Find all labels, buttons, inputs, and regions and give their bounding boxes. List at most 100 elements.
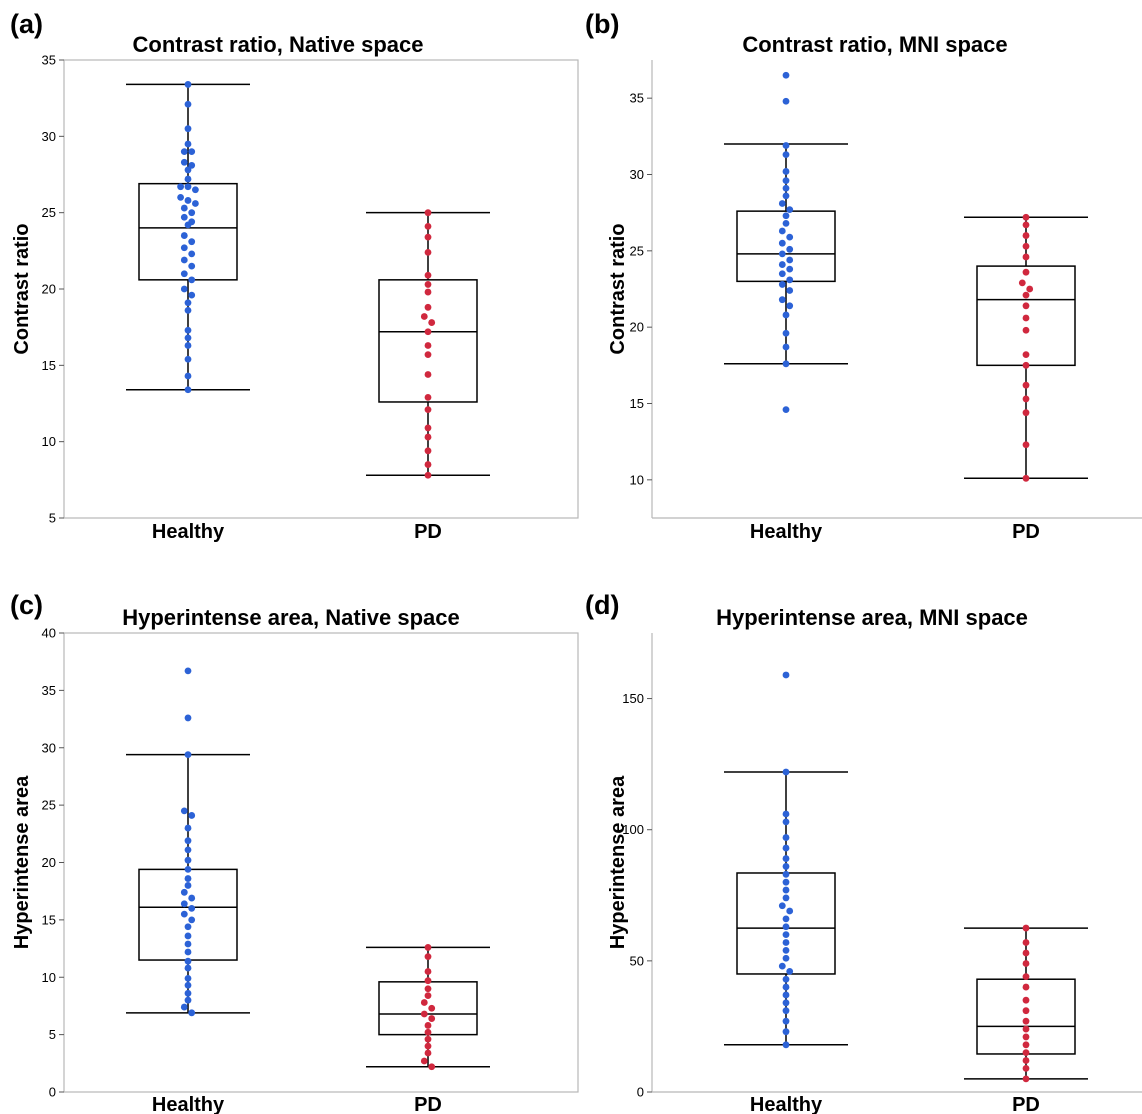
data-point xyxy=(1022,1033,1030,1041)
data-point xyxy=(184,306,192,314)
data-point xyxy=(1022,314,1030,322)
data-point xyxy=(180,888,188,896)
data-point xyxy=(180,148,188,156)
box-pd xyxy=(964,924,1088,1083)
data-point xyxy=(1022,253,1030,261)
box-healthy xyxy=(724,671,848,1049)
data-point xyxy=(1022,1017,1030,1025)
data-point xyxy=(786,206,794,214)
data-point xyxy=(188,262,196,270)
data-point xyxy=(184,714,192,722)
data-point xyxy=(782,768,790,776)
y-tick-label: 40 xyxy=(42,626,56,641)
data-point xyxy=(1022,1075,1030,1083)
data-point xyxy=(180,204,188,212)
data-point xyxy=(1022,939,1030,946)
data-point xyxy=(782,939,790,946)
data-point xyxy=(424,351,432,359)
y-tick-label: 30 xyxy=(42,740,56,755)
data-point xyxy=(782,329,790,337)
data-point xyxy=(782,192,790,200)
data-point xyxy=(782,915,790,923)
data-point xyxy=(424,953,432,960)
data-point xyxy=(188,209,196,217)
data-point xyxy=(778,239,786,247)
data-point xyxy=(184,125,192,133)
data-point xyxy=(786,302,794,310)
data-point xyxy=(180,256,188,264)
data-point xyxy=(180,270,188,278)
panel-d: 0 50 100 150 (d) Hyperintense area, MNI space… xyxy=(585,590,1142,1114)
data-point xyxy=(184,865,192,873)
data-point xyxy=(188,1009,196,1017)
data-point xyxy=(1022,1057,1030,1064)
data-point xyxy=(184,974,192,982)
data-point xyxy=(184,824,192,832)
data-point xyxy=(1022,973,1030,980)
data-point xyxy=(188,905,196,912)
y-tick-label: 0 xyxy=(49,1085,56,1100)
data-point xyxy=(424,223,432,230)
data-point xyxy=(424,209,432,217)
data-point xyxy=(428,1015,436,1022)
data-point xyxy=(424,406,432,414)
data-point xyxy=(420,1010,428,1018)
data-point xyxy=(424,1042,432,1050)
category-label: PD xyxy=(414,1094,442,1114)
data-point xyxy=(184,342,192,349)
data-point xyxy=(1022,1041,1030,1049)
data-point xyxy=(184,100,192,108)
y-tick-label: 20 xyxy=(42,855,56,870)
data-point xyxy=(1022,381,1030,389)
data-point xyxy=(184,197,192,204)
data-point xyxy=(180,285,188,293)
y-tick-label: 30 xyxy=(42,129,56,144)
data-point xyxy=(424,233,432,241)
data-point xyxy=(782,343,790,351)
data-point xyxy=(786,907,794,915)
data-point xyxy=(1022,268,1030,276)
data-point xyxy=(184,837,192,845)
data-point xyxy=(1022,1025,1030,1033)
y-tick-label: 25 xyxy=(630,243,644,258)
data-point xyxy=(180,807,188,815)
panel-b: 10 15 20 25 30 35 (b) Contrast ratio, MNI space… xyxy=(585,9,1142,543)
iqr-box xyxy=(736,210,836,283)
data-point xyxy=(1022,960,1030,967)
y-tick-label: 25 xyxy=(42,205,56,220)
data-point xyxy=(424,393,432,401)
data-point xyxy=(782,923,790,931)
data-point xyxy=(1022,361,1030,369)
data-point xyxy=(424,248,432,256)
data-point xyxy=(192,200,199,207)
data-point xyxy=(184,334,192,342)
data-point xyxy=(184,183,192,191)
data-point xyxy=(184,964,192,972)
data-point xyxy=(188,238,196,246)
data-point xyxy=(782,177,790,185)
data-point xyxy=(782,671,790,679)
data-point xyxy=(184,932,192,940)
data-point xyxy=(424,1035,432,1043)
panel-letter: (d) xyxy=(585,590,619,620)
data-point xyxy=(184,989,192,997)
data-point xyxy=(782,360,790,368)
data-point xyxy=(184,751,192,759)
data-point xyxy=(782,818,790,826)
data-point xyxy=(1022,213,1030,221)
box-healthy xyxy=(724,71,848,414)
data-point xyxy=(184,875,192,882)
plot-frame xyxy=(63,59,579,519)
y-tick-label: 10 xyxy=(42,970,56,985)
data-point xyxy=(778,902,786,910)
y-tick-label: 25 xyxy=(42,798,56,813)
data-point xyxy=(782,97,790,105)
data-point xyxy=(424,1022,432,1029)
data-point xyxy=(1022,983,1030,991)
data-point xyxy=(782,983,790,991)
y-tick-label: 10 xyxy=(42,434,56,449)
data-point xyxy=(420,999,428,1006)
data-point xyxy=(778,962,786,970)
data-point xyxy=(782,1041,790,1049)
data-point xyxy=(424,968,432,975)
